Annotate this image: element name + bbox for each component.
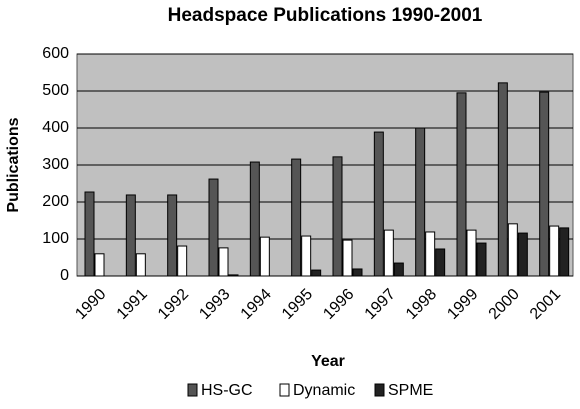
y-tick-label: 100 bbox=[42, 230, 69, 247]
bar bbox=[383, 229, 394, 277]
bar bbox=[466, 229, 477, 277]
legend-label: SPME bbox=[388, 382, 433, 399]
bar bbox=[218, 247, 229, 277]
bar bbox=[291, 158, 302, 277]
y-tick-label: 500 bbox=[42, 82, 69, 99]
bar bbox=[549, 225, 560, 277]
y-tick-label: 0 bbox=[60, 267, 69, 284]
bar bbox=[517, 232, 528, 277]
y-tick-label: 600 bbox=[42, 45, 69, 62]
bar bbox=[167, 194, 178, 277]
bar bbox=[373, 131, 384, 277]
legend-swatch bbox=[279, 383, 290, 397]
bar bbox=[415, 127, 426, 277]
bar bbox=[342, 239, 353, 277]
bar bbox=[507, 223, 518, 277]
x-tick-label: 1998 bbox=[403, 286, 440, 323]
x-axis-label: Year bbox=[311, 353, 345, 370]
y-tick-label: 200 bbox=[42, 193, 69, 210]
bar bbox=[125, 194, 136, 277]
y-tick-label: 300 bbox=[42, 156, 69, 173]
bar bbox=[94, 253, 105, 277]
y-tick-label: 400 bbox=[42, 119, 69, 136]
bar bbox=[177, 245, 188, 277]
x-tick-label: 1993 bbox=[196, 286, 233, 323]
x-tick-label: 1997 bbox=[362, 286, 399, 323]
bar bbox=[84, 191, 95, 277]
chart-title: Headspace Publications 1990-2001 bbox=[168, 5, 483, 26]
bar bbox=[393, 262, 404, 277]
legend-swatch bbox=[374, 383, 385, 397]
bar bbox=[559, 227, 570, 277]
bar bbox=[456, 92, 467, 277]
legend-swatch bbox=[187, 383, 198, 397]
bar bbox=[476, 242, 487, 277]
bar bbox=[352, 268, 363, 277]
x-tick-label: 2001 bbox=[527, 286, 564, 323]
bar bbox=[301, 235, 312, 277]
bar bbox=[435, 248, 446, 277]
bar bbox=[332, 156, 343, 277]
x-tick-label: 1994 bbox=[238, 286, 275, 323]
y-axis-label: Publications bbox=[5, 117, 22, 212]
x-tick-label: 1995 bbox=[279, 286, 316, 323]
x-tick-label: 1990 bbox=[72, 286, 109, 323]
legend-label: Dynamic bbox=[293, 382, 355, 399]
bar bbox=[135, 253, 146, 277]
x-tick-label: 1991 bbox=[114, 286, 151, 323]
x-tick-label: 1996 bbox=[320, 286, 357, 323]
x-tick-label: 2000 bbox=[486, 286, 523, 323]
bar bbox=[259, 236, 270, 277]
bar bbox=[208, 178, 219, 277]
bar bbox=[228, 274, 239, 277]
bar bbox=[425, 231, 436, 277]
x-tick-label: 1992 bbox=[155, 286, 192, 323]
bar bbox=[497, 82, 508, 277]
x-tick-label: 1999 bbox=[444, 286, 481, 323]
legend-label: HS-GC bbox=[201, 382, 253, 399]
bar bbox=[539, 91, 550, 277]
bar bbox=[249, 161, 260, 277]
bar bbox=[311, 269, 322, 277]
